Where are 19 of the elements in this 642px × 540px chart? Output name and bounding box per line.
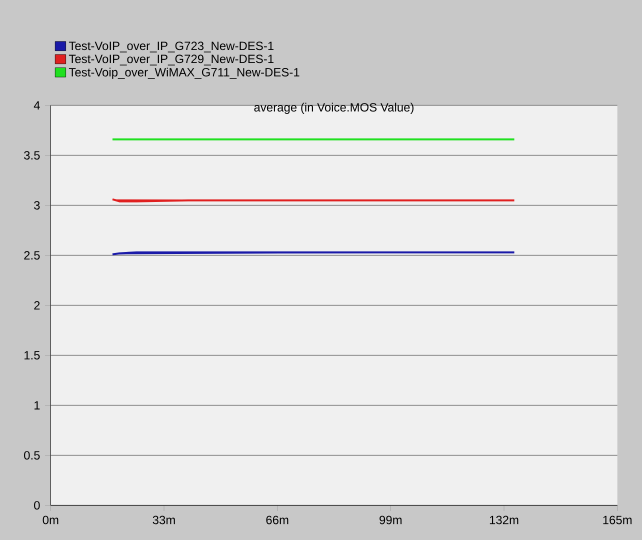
y-tick-label: 0.5: [24, 451, 40, 460]
y-tick-label: 3: [34, 201, 40, 210]
x-tick-label: 99m: [380, 516, 402, 524]
legend-label: Test-Voip_over_WiMAX_G711_New-DES-1: [68, 68, 300, 79]
y-tick-label: 1.5: [24, 351, 40, 360]
x-tick-label: 33m: [152, 516, 175, 524]
legend-label: Test-VoIP_over_IP_G723_New-DES-1: [68, 42, 274, 52]
y-tick-label: 3.5: [24, 151, 40, 160]
x-tick-label: 132m: [490, 516, 518, 524]
x-tick-label: 0m: [42, 516, 58, 524]
x-tick-label: 165m: [603, 516, 632, 524]
y-tick-label: 2.5: [24, 251, 40, 260]
y-tick-label: 1: [34, 401, 40, 410]
legend-label: Test-VoIP_over_IP_G729_New-DES-1: [68, 54, 274, 66]
x-tick-label: 66m: [266, 516, 288, 524]
chart-title: average (in Voice.MOS Value): [254, 102, 414, 114]
y-tick-label: 2: [34, 301, 40, 310]
y-tick-label: 4: [34, 101, 40, 110]
y-tick-label: 0: [34, 501, 40, 510]
